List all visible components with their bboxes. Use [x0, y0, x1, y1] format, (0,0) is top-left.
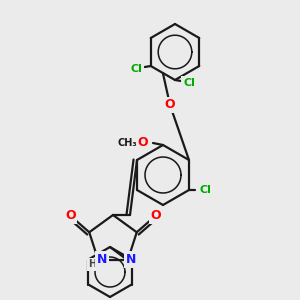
Text: O: O: [65, 209, 76, 222]
Text: O: O: [150, 209, 161, 222]
Text: O: O: [165, 98, 175, 112]
Text: O: O: [138, 136, 148, 149]
Text: H: H: [88, 259, 96, 269]
Text: N: N: [126, 253, 136, 266]
Text: Cl: Cl: [199, 185, 211, 195]
Text: CH₃: CH₃: [117, 138, 137, 148]
Text: Cl: Cl: [183, 78, 195, 88]
Text: Cl: Cl: [131, 64, 143, 74]
Text: N: N: [97, 253, 107, 266]
